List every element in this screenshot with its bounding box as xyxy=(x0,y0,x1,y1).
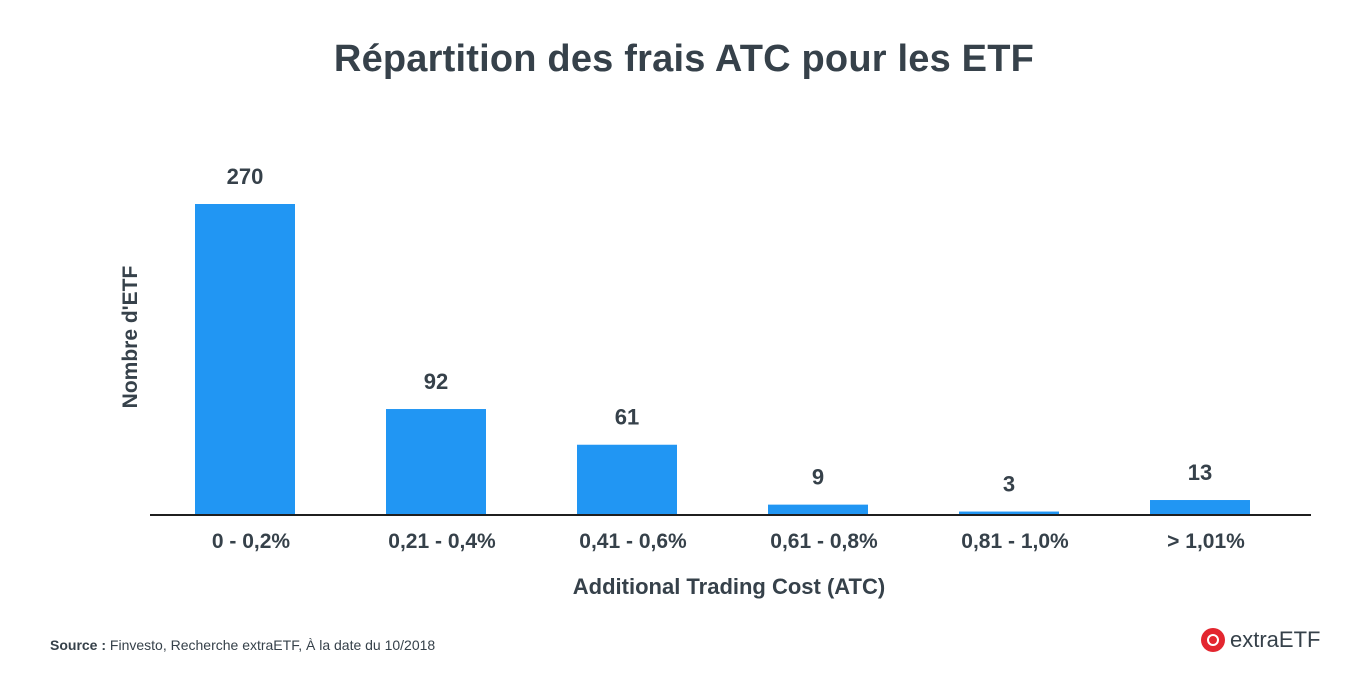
x-tick-label: 0,61 - 0,8% xyxy=(770,530,878,553)
brand-logo: extraETF xyxy=(1201,627,1320,653)
brand-name: extraETF xyxy=(1230,627,1321,652)
bar xyxy=(1150,500,1250,515)
data-label: 61 xyxy=(615,405,639,430)
bar xyxy=(959,511,1059,515)
x-tick-label: > 1,01% xyxy=(1167,530,1245,553)
x-tick-label: 0,41 - 0,6% xyxy=(579,530,687,553)
data-label: 270 xyxy=(227,164,264,189)
data-label: 92 xyxy=(424,369,448,394)
bar xyxy=(768,504,868,515)
extraetf-logo-icon xyxy=(1201,628,1225,652)
x-tick-label: 0 - 0,2% xyxy=(212,530,291,553)
source-label: Source : xyxy=(50,637,107,653)
x-tick-label: 0,21 - 0,4% xyxy=(388,530,496,553)
data-label: 9 xyxy=(812,465,824,490)
bar xyxy=(386,409,486,515)
source-note: Source : Finvesto, Recherche extraETF, À… xyxy=(50,637,435,653)
x-tick-label: 0,81 - 1,0% xyxy=(961,530,1069,553)
bar xyxy=(577,444,677,515)
bar xyxy=(195,204,295,515)
chart-title: Répartition des frais ATC pour les ETF xyxy=(333,38,1035,80)
y-axis-label: Nombre d'ETF xyxy=(119,265,142,409)
data-label: 3 xyxy=(1003,472,1015,497)
source-text: Finvesto, Recherche extraETF, À la date … xyxy=(106,637,436,653)
data-label: 13 xyxy=(1188,460,1212,485)
x-axis-label: Additional Trading Cost (ATC) xyxy=(572,574,886,599)
